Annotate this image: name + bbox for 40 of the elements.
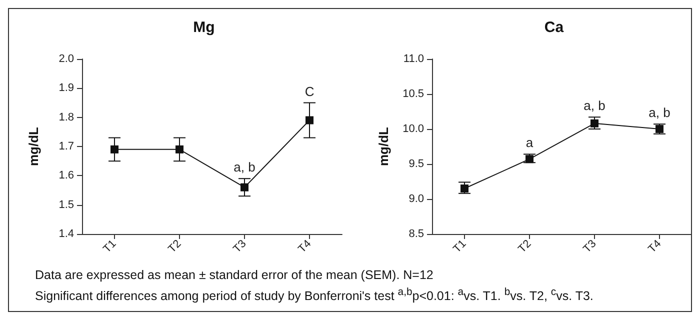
point — [526, 155, 534, 164]
y-tick-label: 9.0 — [408, 193, 424, 205]
x-tick-label: T3 — [231, 238, 249, 256]
x-tick-label: T1 — [101, 238, 119, 256]
y-axis-title: mg/dL — [376, 126, 391, 166]
x-tick-label: T2 — [516, 238, 534, 256]
annotation: a, b — [234, 160, 256, 175]
y-tick-label: 1.4 — [58, 228, 74, 240]
x-tick-label: T4 — [296, 238, 314, 256]
chart-title: Mg — [193, 19, 215, 36]
y-tick-label: 1.8 — [58, 111, 74, 124]
y-tick-label: 11.0 — [403, 53, 424, 65]
y-tick-label: 1.6 — [58, 170, 74, 182]
x-tick-label: T1 — [451, 238, 469, 256]
point — [110, 145, 118, 154]
point — [656, 125, 664, 133]
text: Significant differences among period of study by Bonferroni's test $^{a,b}$p<0.01: $^{a}$vs. T1. $^{b}$vs. T2, $^{c}$vs. T3. — [35, 287, 594, 304]
y-axis-title: mg/dL — [26, 126, 41, 166]
point — [460, 184, 468, 192]
annotation: a, b — [648, 105, 670, 120]
y-tick-label: 2.0 — [58, 53, 74, 65]
y-tick-label: 1.9 — [58, 82, 74, 94]
x-tick-label: T3 — [581, 238, 599, 256]
point — [240, 183, 248, 192]
x-tick-label: T4 — [646, 238, 664, 256]
annotation: a, b — [584, 98, 606, 114]
y-tick-label: 9.5 — [408, 158, 424, 170]
annotation: a — [526, 135, 534, 150]
text: Data are expressed as mean ± standard error of the mean (SEM). N=12 — [35, 267, 434, 284]
x-tick-label: T2 — [166, 238, 184, 256]
point — [590, 119, 598, 128]
point — [306, 116, 314, 124]
y-tick-label: 1.7 — [58, 140, 74, 152]
y-tick-label: 8.5 — [408, 228, 424, 240]
point — [176, 145, 184, 154]
chart-title: Ca — [544, 19, 564, 36]
annotation: C — [304, 84, 314, 99]
y-tick-label: 10.0 — [402, 123, 424, 135]
y-tick-label: 10.5 — [402, 88, 424, 100]
y-tick-label: 1.5 — [58, 198, 74, 211]
